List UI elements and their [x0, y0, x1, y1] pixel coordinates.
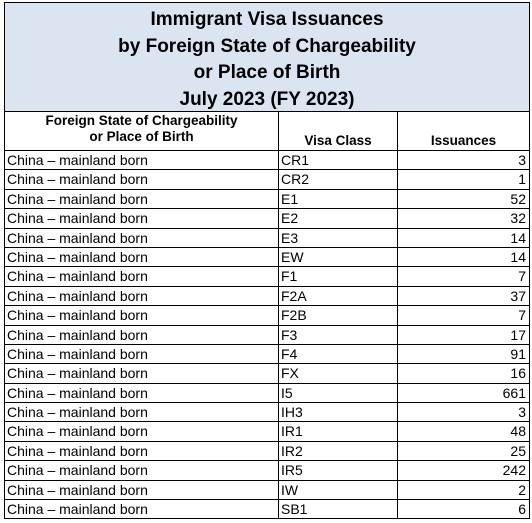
table-row: China – mainland born E3 14: [5, 228, 529, 248]
table-row: China – mainland born EW 14: [5, 247, 529, 268]
table-cell: 52: [510, 190, 526, 207]
table-cell: F2A: [279, 286, 398, 306]
table-cell: IR5: [279, 461, 398, 480]
table-cell: CR2: [279, 170, 398, 189]
header-line: Visa Class: [304, 133, 372, 148]
table-cell: China – mainland born: [5, 441, 279, 461]
table-cell: 7: [518, 268, 526, 285]
header-line: Foreign State of Chargeability: [45, 113, 238, 128]
table-cell: E3: [279, 228, 398, 247]
table-cell: 3: [518, 404, 526, 421]
header-cell: Visa Class: [279, 112, 398, 150]
table-cell: IH3: [279, 403, 398, 422]
table-row: China – mainland born IH3 3: [5, 403, 529, 423]
table-cell: 7: [518, 307, 526, 324]
table-cell: 3: [518, 152, 526, 168]
table-cell: 14: [510, 248, 526, 265]
table-cell: China – mainland born: [5, 461, 279, 480]
table-row: China – mainland born SB1 6: [5, 500, 529, 520]
table-row: China – mainland born F4 91: [5, 344, 529, 365]
header-cell: Foreign State of Chargeability or Place o…: [5, 112, 279, 150]
table-cell: China – mainland born: [5, 247, 279, 267]
title-line: Immigrant Visa Issuances: [150, 9, 384, 30]
table-cell: EW: [279, 247, 398, 267]
table-cell: 91: [510, 345, 526, 362]
table-cell: 2: [518, 481, 526, 498]
table-row: China – mainland born IR2 25: [5, 441, 529, 462]
table-cell: F1: [279, 267, 398, 286]
table-row: China – mainland born F3 17: [5, 325, 529, 345]
table-cell: China – mainland born: [5, 480, 279, 500]
header-text: Visa Class: [304, 133, 371, 148]
table-cell: China – mainland born: [5, 228, 279, 247]
table-cell: 6: [518, 501, 526, 518]
table-cell: China – mainland born: [5, 403, 279, 422]
table-cell: China – mainland born: [5, 306, 279, 325]
table-cell: F4: [279, 344, 398, 364]
table-cell: China – mainland born: [5, 344, 279, 364]
table-row: China – mainland born IR5 242: [5, 461, 529, 481]
table-cell: China – mainland born: [5, 500, 279, 519]
header-row: Foreign State of Chargeability or Place o…: [5, 112, 529, 151]
table-cell: E1: [279, 189, 398, 209]
table-cell: F2B: [279, 306, 398, 325]
table-body: China – mainland born CR1 3 China – mainlan…: [5, 151, 529, 520]
table-cell: 242: [502, 462, 526, 479]
header-text: Foreign State of Chargeability or Place o…: [5, 113, 278, 145]
table-cell: 32: [510, 210, 526, 227]
table-cell: 16: [510, 365, 526, 382]
table-row: China – mainland born F2A 37: [5, 286, 529, 307]
table-cell: China – mainland born: [5, 151, 279, 170]
table-cell: I5: [279, 383, 398, 403]
table-cell: China – mainland born: [5, 383, 279, 403]
table-row: China – mainland born CR1 3: [5, 151, 529, 171]
table-cell: China – mainland born: [5, 170, 279, 189]
table-cell: China – mainland born: [5, 364, 279, 383]
table-cell: China – mainland born: [5, 209, 279, 228]
table-cell: 37: [510, 287, 526, 304]
header-line: or Place of Birth: [89, 129, 194, 144]
table-cell: SB1: [279, 500, 398, 519]
title-line: July 2023 (FY 2023): [179, 88, 355, 110]
table-cell: China – mainland born: [5, 286, 279, 306]
table-cell: FX: [279, 364, 398, 383]
title-box: Immigrant Visa Issuances by Foreign State…: [5, 2, 529, 112]
sheet: Immigrant Visa Issuances by Foreign State…: [4, 2, 530, 520]
table-row: China – mainland born CR2 1: [5, 170, 529, 190]
table-row: China – mainland born FX 16: [5, 364, 529, 384]
table-cell: 25: [510, 442, 526, 459]
table-cell: China – mainland born: [5, 267, 279, 286]
table-row: China – mainland born IW 2: [5, 480, 529, 501]
table-cell: E2: [279, 209, 398, 228]
table-cell: China – mainland born: [5, 325, 279, 344]
table-row: China – mainland born E1 52: [5, 189, 529, 210]
title-line: by Foreign State of Chargeability: [118, 35, 416, 57]
table-cell: IR2: [279, 441, 398, 461]
table-cell: IW: [279, 480, 398, 500]
table-row: China – mainland born E2 32: [5, 209, 529, 229]
table-cell: 14: [510, 229, 526, 246]
table-cell: IR1: [279, 422, 398, 441]
table-cell: 661: [502, 384, 526, 401]
table-cell: F3: [279, 325, 398, 344]
table-row: China – mainland born IR1 48: [5, 422, 529, 442]
table-row: China – mainland born I5 661: [5, 383, 529, 404]
table-row: China – mainland born F2B 7: [5, 306, 529, 326]
table-cell: 1: [518, 171, 526, 188]
table-cell: China – mainland born: [5, 422, 279, 441]
table-cell: 48: [510, 423, 526, 440]
header-line: Issuances: [430, 133, 497, 148]
table-cell: 17: [510, 326, 526, 343]
header-text: Issuances: [431, 133, 496, 148]
table-cell: CR1: [279, 151, 398, 170]
table-cell: China – mainland born: [5, 189, 279, 209]
header-cell: Issuances: [398, 112, 529, 150]
title-line: or Place of Birth: [193, 62, 341, 83]
table-row: China – mainland born F1 7: [5, 267, 529, 287]
